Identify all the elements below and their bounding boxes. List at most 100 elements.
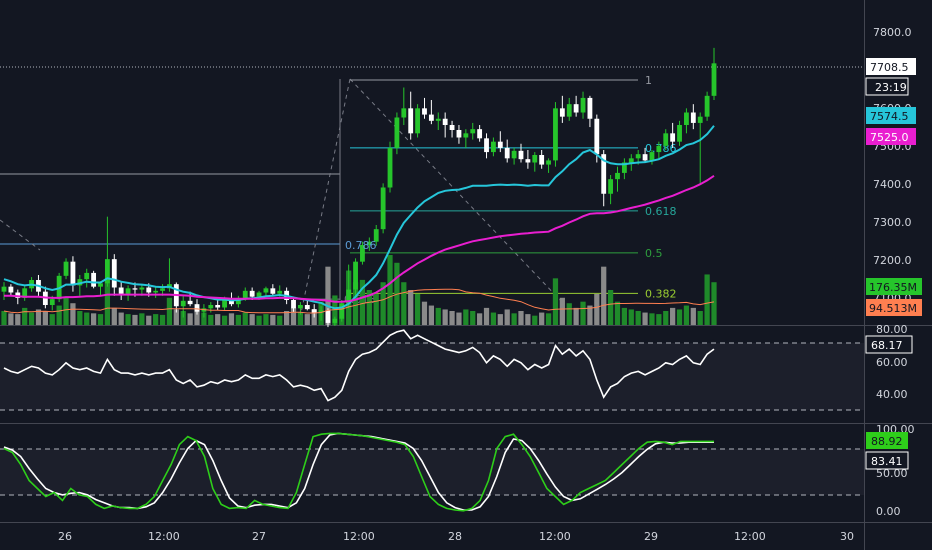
candle-body [704,95,710,117]
volume-bar [573,307,579,325]
candle-body [456,130,462,138]
volume-bar [580,301,586,325]
volume-bar [22,307,28,325]
ema-fast-line [3,125,715,310]
candle-body [256,292,262,297]
time-axis[interactable]: 26 12:00 27 12:00 28 12:00 29 12:00 30 [58,530,854,543]
volume-bar [132,314,138,325]
volume-bar [42,311,48,325]
fib-level-label: 0.382 [645,287,677,300]
candle-body [677,125,682,142]
stoch-k-line [3,432,714,512]
candle-body [649,152,655,161]
volume-bar [242,312,248,325]
candle-body [415,108,421,134]
volume-bar [28,312,35,325]
volume-bar [56,305,62,325]
volume-bar [525,314,531,325]
candle-body [601,154,607,194]
candle-body [180,300,186,307]
candle-body [104,259,110,284]
volume-badge-up: 176.35M [866,278,922,295]
candle-body [346,289,352,304]
volume-bar [490,312,497,325]
candle-body [339,303,345,319]
volume-bar [146,315,152,325]
stoch-tick: 50.00 [876,467,908,480]
candle-body [525,159,531,163]
candle-body [366,241,372,245]
trend-dashed-fib-up [299,78,351,319]
volume-bar [428,305,434,325]
volume-bar [607,290,614,325]
volume-bar [194,307,200,325]
stoch-k-value: 88.92 [871,435,903,448]
fib-level-label: 0.5 [645,247,663,260]
candle-body [491,141,496,153]
volume-bar [456,312,462,325]
candle-body [63,261,69,276]
volume-bar [366,290,372,325]
stoch-axis: 100.00 50.00 0.00 88.92 83.41 [865,423,915,518]
candle-body [325,310,331,323]
time-tick: 12:00 [343,530,375,543]
volume-bar [649,313,655,325]
time-tick: 12:00 [148,530,180,543]
volume-bar [387,255,393,325]
svg-text:7525.0: 7525.0 [870,131,909,144]
price-tick: 7800.0 [873,26,912,39]
candle-body [394,117,400,148]
volume-bar [670,307,676,325]
candle-body [608,179,614,194]
svg-text:7708.5: 7708.5 [870,61,909,74]
candle-body [442,118,448,125]
candle-body [504,147,510,159]
candle-body [160,288,165,291]
candle-body [318,310,324,313]
volume-bar [297,312,304,325]
candle-body [697,116,703,123]
volume-bar [208,314,214,325]
fib-level-label: 1 [645,74,652,87]
volume-bar [104,278,111,325]
fib-label-extra: 0.786 [345,239,377,252]
candle-body [408,108,414,134]
rsi-tick: 40.00 [876,388,908,401]
candle-body [559,108,565,117]
volume-bar [304,314,310,325]
candle-body [277,290,283,294]
time-tick: 29 [644,530,658,543]
countdown-badge: 23:19 [865,77,909,96]
volume-bar [35,309,42,325]
candle-body [49,299,55,305]
candle-body [311,309,317,313]
candle-body [1,286,7,292]
volume-bar [332,295,338,325]
volume-bar [139,313,145,325]
volume-bar [642,312,648,325]
volume-bar [497,314,503,325]
volume-bar [49,314,55,325]
volume-ma-line [3,288,715,314]
candle-body [615,172,620,180]
volume-bar [656,314,662,325]
candle-body [8,286,14,293]
trend-dashed-left [0,219,41,251]
stoch-panel-band [0,449,864,495]
price-tick: 7400.0 [873,178,912,191]
stoch-d-value: 83.41 [871,455,903,468]
candle-body [477,129,483,139]
candle-body [435,118,441,121]
volume-bar [697,311,703,325]
candle-body [360,245,365,262]
volume-bar [539,312,545,325]
volume-bar [77,311,83,325]
volume-bar [504,309,510,325]
candle-body [573,104,579,113]
time-tick: 12:00 [734,530,766,543]
candle-body [235,297,241,305]
candle-body [304,305,310,310]
volume-bar [1,311,7,325]
volume-bar [711,282,717,325]
